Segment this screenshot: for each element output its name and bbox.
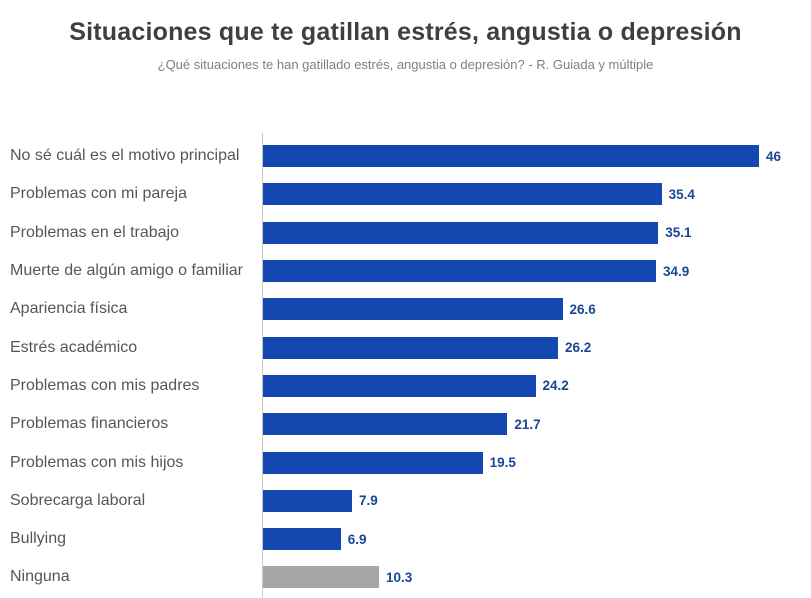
value-label: 26.2 [565,340,592,356]
bar [263,528,341,551]
value-label: 46 [765,148,781,164]
bar [263,566,379,589]
bar [263,336,559,359]
bar-row: Muerte de algún amigo o familiar 34.9 [0,252,811,290]
bar-track: 26.2 [263,336,781,359]
bar [263,374,536,397]
bar [263,183,662,206]
category-label: Problemas con mi pareja [10,185,187,203]
bar-track: 35.4 [263,183,781,206]
bar-track: 24.2 [263,374,781,397]
value-label: 10.3 [385,569,413,585]
value-label: 7.9 [358,493,378,509]
bar-row: Problemas en el trabajo 35.1 [0,214,811,252]
chart-title: Situaciones que te gatillan estrés, angu… [69,18,742,46]
value-label: 19.5 [489,455,516,471]
chart-subtitle: ¿Qué situaciones te han gatillado estrés… [157,57,654,72]
bar [263,451,483,474]
chart-header: Situaciones que te gatillan estrés, angu… [0,0,811,72]
bar-rows: No sé cuál es el motivo principal 46 Probl… [0,137,811,597]
bar-track: 46 [263,145,781,168]
y-axis-line [262,133,263,598]
bar-track: 34.9 [263,260,781,283]
value-label: 34.9 [663,263,690,279]
category-label: Problemas con mis padres [10,376,200,394]
value-label: 24.2 [542,378,569,394]
category-label: No sé cuál es el motivo principal [10,147,240,165]
bar-track: 6.9 [263,528,781,551]
bar-row: Problemas con mi pareja 35.4 [0,175,811,213]
bar-row: Ninguna 10.3 [0,558,811,596]
value-label: 35.1 [665,225,692,241]
bar-row: Bullying 6.9 [0,520,811,558]
bar-track: 21.7 [263,413,781,436]
value-label: 26.6 [569,301,596,317]
bar [263,260,656,283]
bar-track: 35.1 [263,221,781,244]
bar-track: 19.5 [263,451,781,474]
bar-row: No sé cuál es el motivo principal 46 [0,137,811,175]
bar [263,489,352,512]
bar-row: Apariencia física 26.6 [0,290,811,328]
bar-track: 26.6 [263,298,781,321]
category-label: Ninguna [10,568,70,586]
bar-row: Problemas con mis padres 24.2 [0,367,811,405]
category-label: Apariencia física [10,300,128,318]
bar [263,298,563,321]
category-label: Muerte de algún amigo o familiar [10,262,244,280]
chart-area: No sé cuál es el motivo principal 46 Probl… [0,133,811,598]
category-label: Problemas en el trabajo [10,223,179,241]
bar-row: Problemas financieros 21.7 [0,405,811,443]
category-label: Problemas financieros [10,415,169,433]
bar [263,221,659,244]
bar-track: 10.3 [263,566,781,589]
category-label: Sobrecarga laboral [10,491,146,509]
value-label: 6.9 [347,531,367,547]
bar-row: Problemas con mis hijos 19.5 [0,443,811,481]
bar-row: Estrés académico 26.2 [0,328,811,366]
value-label: 35.4 [668,186,695,202]
category-label: Problemas con mis hijos [10,453,184,471]
category-label: Estrés académico [10,338,138,356]
bar-row: Sobrecarga laboral 7.9 [0,482,811,520]
value-label: 21.7 [514,416,541,432]
bar-track: 7.9 [263,489,781,512]
bar [263,145,759,168]
bar [263,413,508,436]
category-label: Bullying [10,530,67,548]
